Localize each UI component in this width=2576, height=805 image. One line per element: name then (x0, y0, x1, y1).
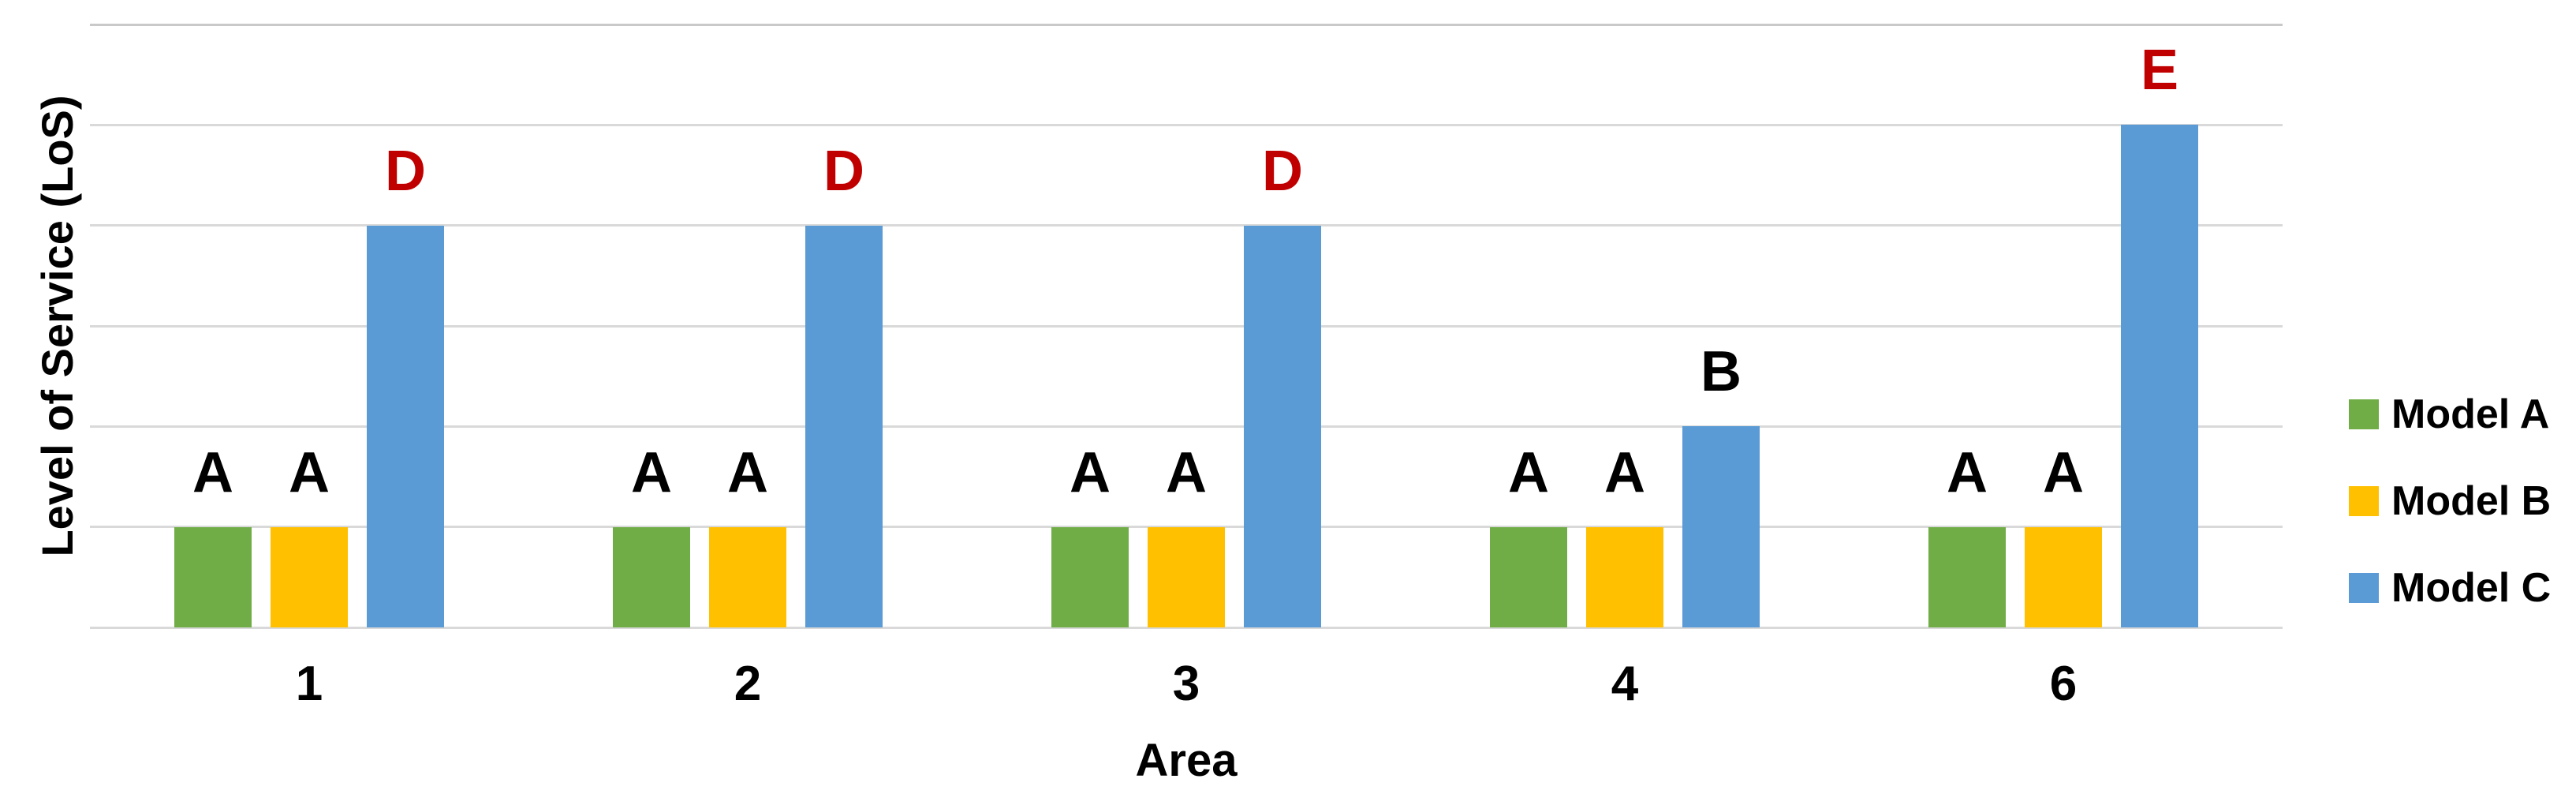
bar-value-label-model-a-area-3: A (1070, 440, 1111, 504)
bar-value-label-model-a-area-6: A (1947, 440, 1988, 504)
bar-model-c-area-2 (805, 225, 883, 627)
bar-value-label-model-b-area-6: A (2043, 440, 2084, 504)
x-tick-label-1: 1 (295, 657, 323, 711)
gridline-top (90, 23, 2283, 26)
legend-swatch-icon-model-b (2349, 486, 2379, 516)
x-tick-label-2: 2 (734, 657, 762, 711)
bar-value-label-model-c-area-6: E (2140, 39, 2179, 103)
gridline (90, 626, 2283, 629)
y-axis-title: Level of Service (LoS) (32, 95, 82, 557)
bar-value-label-model-b-area-1: A (289, 440, 330, 504)
bar-model-b-area-3 (1148, 526, 1225, 627)
bar-model-c-area-6 (2121, 125, 2198, 627)
bar-value-label-model-a-area-2: A (631, 440, 672, 504)
legend-item-model-c: Model C (2349, 567, 2551, 608)
legend-label-model-a: Model A (2391, 391, 2550, 437)
bar-model-b-area-2 (709, 526, 786, 627)
x-tick-label-6: 6 (2049, 657, 2078, 711)
bar-model-a-area-2 (613, 526, 690, 627)
legend-label-model-c: Model C (2391, 565, 2552, 611)
legend-item-model-a: Model A (2349, 394, 2549, 435)
gridline (90, 324, 2283, 328)
bar-model-c-area-3 (1244, 225, 1321, 627)
gridline (90, 224, 2283, 227)
x-tick-label-3: 3 (1172, 657, 1200, 711)
bar-model-a-area-3 (1051, 526, 1129, 627)
bar-value-label-model-a-area-1: A (192, 440, 233, 504)
bar-value-label-model-b-area-3: A (1166, 440, 1207, 504)
legend-swatch-icon-model-c (2349, 573, 2379, 603)
bar-value-label-model-c-area-3: D (1262, 139, 1303, 203)
legend-swatch-icon-model-a (2349, 399, 2379, 429)
bar-value-label-model-a-area-4: A (1508, 440, 1549, 504)
bar-model-a-area-4 (1490, 526, 1567, 627)
bar-model-b-area-1 (271, 526, 348, 627)
bar-value-label-model-b-area-2: A (727, 440, 768, 504)
bar-model-a-area-1 (174, 526, 252, 627)
bar-model-a-area-6 (1928, 526, 2006, 627)
legend-label-model-b: Model B (2391, 478, 2552, 524)
bar-model-b-area-4 (1586, 526, 1663, 627)
x-tick-label-4: 4 (1611, 657, 1639, 711)
gridline (90, 425, 2283, 428)
gridline (90, 123, 2283, 126)
legend-item-model-b: Model B (2349, 481, 2551, 522)
bar-value-label-model-c-area-2: D (823, 139, 864, 203)
bar-value-label-model-b-area-4: A (1604, 440, 1645, 504)
bar-model-b-area-6 (2025, 526, 2102, 627)
bar-model-c-area-4 (1682, 426, 1760, 627)
bar-model-c-area-1 (367, 225, 444, 627)
bar-value-label-model-c-area-4: B (1701, 340, 1742, 404)
x-axis-title: Area (1135, 735, 1238, 786)
bar-value-label-model-c-area-1: D (385, 139, 426, 203)
